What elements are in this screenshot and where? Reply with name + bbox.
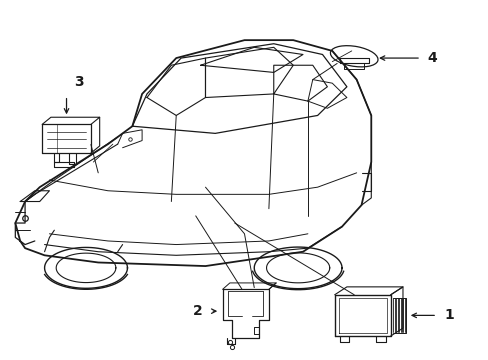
- Ellipse shape: [330, 46, 377, 67]
- Text: 4: 4: [427, 51, 436, 65]
- Text: 1: 1: [444, 309, 453, 322]
- Text: 3: 3: [74, 75, 83, 89]
- Text: 2: 2: [193, 304, 203, 318]
